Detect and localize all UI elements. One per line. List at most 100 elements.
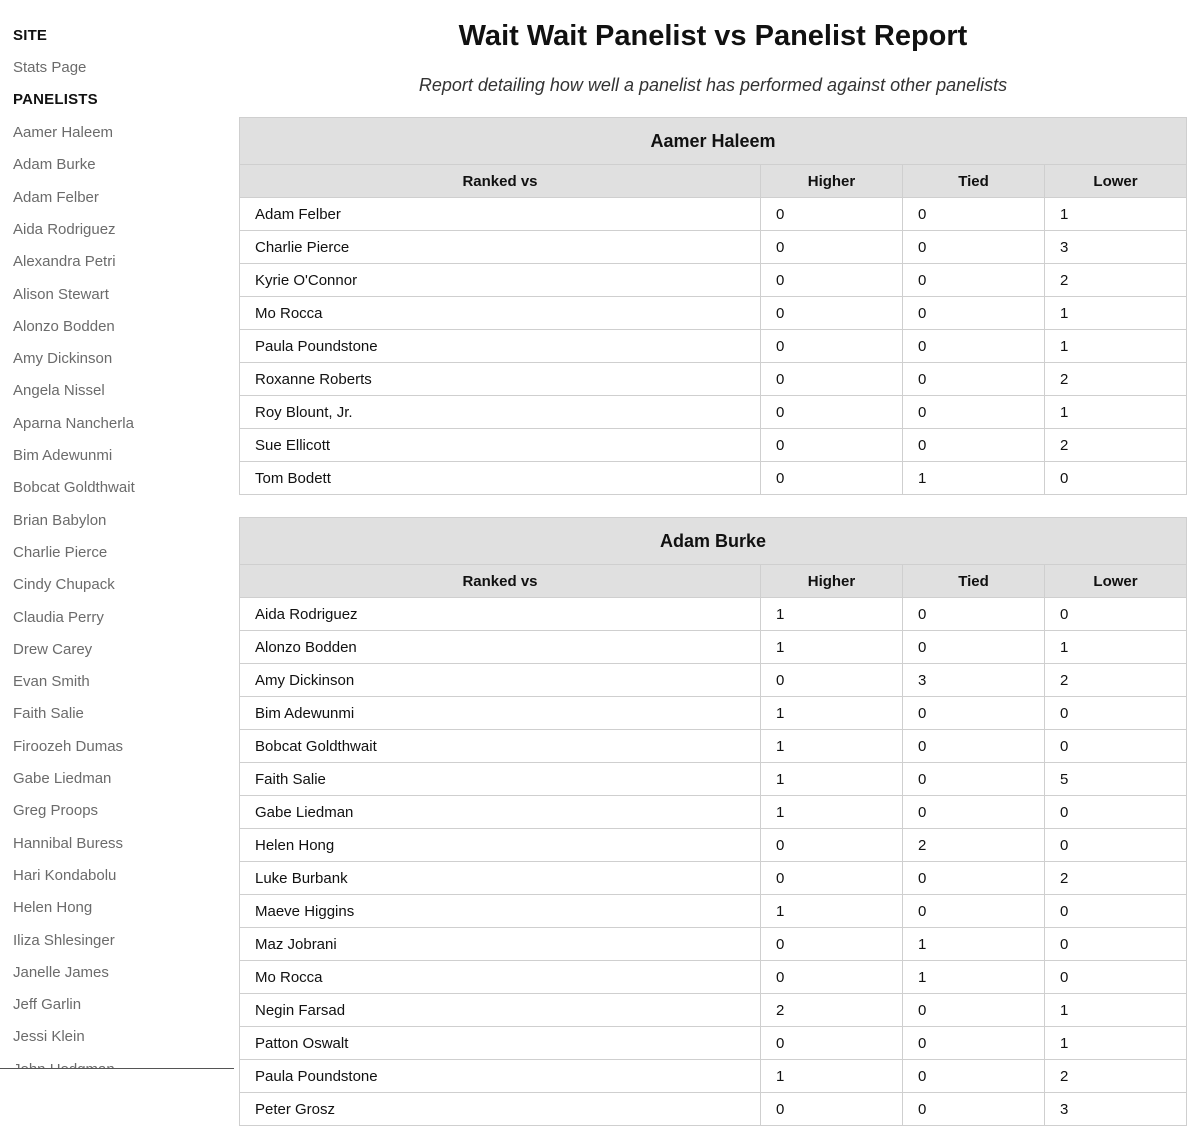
panelist-link[interactable]: Alexandra Petri (13, 253, 116, 271)
page-subtitle: Report detailing how well a panelist has… (418, 75, 1008, 95)
panelist-link[interactable]: Alison Stewart (13, 285, 109, 303)
table-row: Adam Felber 0 0 1 (239, 197, 1188, 231)
panelist-link[interactable]: Aida Rodriguez (13, 220, 116, 238)
panelist-link[interactable]: Aparna Nancherla (13, 414, 134, 432)
panelist-link[interactable]: Adam Felber (13, 188, 99, 206)
report-table-0: Aamer Haleem Ranked vs Higher Tied Lower… (238, 117, 1188, 495)
panelist-link[interactable]: Bim Adewunmi (13, 447, 113, 464)
panelist-link[interactable]: John Hodgman (13, 1060, 115, 1068)
panelist-link[interactable]: Firoozeh Dumas (13, 737, 124, 755)
lower-cell: 2 (1043, 428, 1188, 462)
tied-cell: 1 (902, 960, 1045, 994)
lower-cell: 0 (1043, 828, 1188, 862)
higher-cell: 1 (760, 696, 903, 730)
higher-cell: 0 (760, 395, 903, 429)
panelist-link[interactable]: Faith Salie (13, 705, 84, 723)
table-row: Maeve Higgins 1 0 0 (239, 894, 1188, 928)
higher-cell: 1 (760, 597, 903, 631)
lower-cell: 0 (1043, 795, 1188, 829)
table-row: Negin Farsad 2 0 1 (239, 993, 1188, 1027)
panelist-link[interactable]: Claudia Perry (13, 608, 104, 626)
tied-cell: 0 (902, 795, 1045, 829)
ranked-vs-cell: Roxanne Roberts (239, 362, 761, 396)
ranked-vs-cell: Helen Hong (239, 828, 761, 862)
panelist-link[interactable]: Drew Carey (13, 640, 93, 658)
table-row: Luke Burbank 0 0 2 (239, 861, 1188, 895)
lower-cell: 1 (1043, 395, 1188, 429)
ranked-vs-cell: Paula Poundstone (239, 329, 761, 363)
ranked-vs-cell: Peter Grosz (239, 1092, 761, 1126)
higher-cell: 0 (760, 1092, 903, 1126)
tied-cell: 0 (902, 197, 1045, 231)
tied-cell: 0 (902, 296, 1045, 330)
col-higher: Higher (760, 564, 903, 598)
table-row: Peter Grosz 0 0 3 (239, 1092, 1188, 1126)
ranked-vs-cell: Patton Oswalt (239, 1026, 761, 1060)
tied-cell: 0 (902, 597, 1045, 631)
table-row: Tom Bodett 0 1 0 (239, 461, 1188, 495)
panelist-link[interactable]: Iliza Shlesinger (13, 931, 115, 949)
ranked-vs-cell: Bobcat Goldthwait (239, 729, 761, 763)
lower-cell: 3 (1043, 1092, 1188, 1126)
panelist-link[interactable]: Aamer Haleem (13, 124, 114, 141)
panelist-link[interactable]: Cindy Chupack (13, 576, 115, 594)
col-tied: Tied (902, 564, 1045, 598)
panelist-link[interactable]: Hari Kondabolu (13, 866, 117, 884)
panelist-link[interactable]: Evan Smith (13, 673, 90, 691)
ranked-vs-cell: Sue Ellicott (239, 428, 761, 462)
higher-cell: 0 (760, 329, 903, 363)
table-row: Bobcat Goldthwait 1 0 0 (239, 729, 1188, 763)
higher-cell: 2 (760, 993, 903, 1027)
table-row: Roxanne Roberts 0 0 2 (239, 362, 1188, 396)
lower-cell: 1 (1043, 993, 1188, 1027)
panelist-link[interactable]: Brian Babylon (13, 511, 107, 529)
panelist-link[interactable]: Bobcat Goldthwait (13, 479, 135, 497)
tied-cell: 0 (902, 762, 1045, 796)
higher-cell: 1 (760, 894, 903, 928)
table-row: Charlie Pierce 0 0 3 (239, 230, 1188, 264)
panelist-link[interactable]: Helen Hong (13, 899, 93, 917)
tied-cell: 0 (902, 1026, 1045, 1060)
higher-cell: 0 (760, 828, 903, 862)
table-row: Alonzo Bodden 1 0 1 (239, 630, 1188, 664)
tied-cell: 0 (902, 696, 1045, 730)
higher-cell: 1 (760, 762, 903, 796)
lower-cell: 0 (1043, 960, 1188, 994)
panelist-link[interactable]: Adam Burke (13, 156, 96, 174)
table-row: Patton Oswalt 0 0 1 (239, 1026, 1188, 1060)
table-row: Paula Poundstone 0 0 1 (239, 329, 1188, 363)
ranked-vs-cell: Paula Poundstone (239, 1059, 761, 1093)
panelist-link[interactable]: Alonzo Bodden (13, 317, 115, 335)
panelists-heading: PANELISTS (13, 91, 98, 108)
higher-cell: 1 (760, 729, 903, 763)
panelist-link[interactable]: Jessi Klein (13, 1028, 85, 1046)
lower-cell: 0 (1043, 597, 1188, 631)
panelist-link[interactable]: Hannibal Buress (13, 834, 124, 852)
stats-page-link[interactable]: Stats Page (13, 59, 87, 76)
col-lower: Lower (1043, 564, 1188, 598)
panelist-link[interactable]: Greg Proops (13, 802, 99, 820)
higher-cell: 1 (760, 1059, 903, 1093)
higher-cell: 0 (760, 663, 903, 697)
higher-cell: 1 (760, 795, 903, 829)
col-tied: Tied (902, 164, 1045, 198)
lower-cell: 0 (1043, 461, 1188, 495)
ranked-vs-cell: Maeve Higgins (239, 894, 761, 928)
ranked-vs-cell: Tom Bodett (239, 461, 761, 495)
page-title: Wait Wait Panelist vs Panelist Report (458, 20, 968, 52)
panelist-link[interactable]: Jeff Garlin (13, 996, 82, 1014)
lower-cell: 0 (1043, 894, 1188, 928)
ranked-vs-cell: Charlie Pierce (239, 230, 761, 264)
col-ranked-vs: Ranked vs (239, 164, 761, 198)
panelist-link[interactable]: Charlie Pierce (13, 543, 108, 561)
higher-cell: 0 (760, 861, 903, 895)
table-row: Amy Dickinson 0 3 2 (239, 663, 1188, 697)
lower-cell: 1 (1043, 296, 1188, 330)
table-row: Maz Jobrani 0 1 0 (239, 927, 1188, 961)
panelist-link[interactable]: Gabe Liedman (13, 770, 112, 787)
panelist-link[interactable]: Angela Nissel (13, 382, 105, 400)
tied-cell: 0 (902, 1059, 1045, 1093)
panelist-link[interactable]: Janelle James (13, 963, 109, 981)
table-row: Faith Salie 1 0 5 (239, 762, 1188, 796)
panelist-link[interactable]: Amy Dickinson (13, 350, 113, 368)
